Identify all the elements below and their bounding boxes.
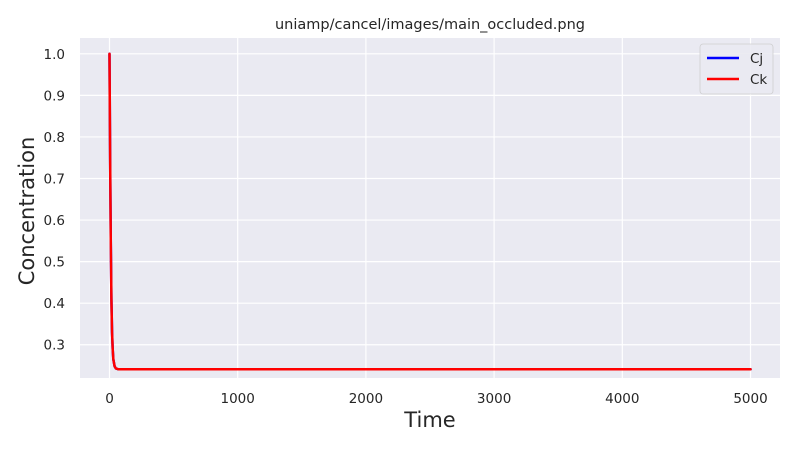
- y-axis-title: Concentration: [15, 137, 39, 286]
- y-tick-label: 0.9: [44, 88, 65, 104]
- y-tick-label: 0.7: [44, 171, 65, 187]
- y-tick-labels: 0.3 0.4 0.5 0.6 0.7 0.8 0.9 1.0: [44, 47, 65, 354]
- grid: [80, 38, 780, 378]
- legend: Cj Ck: [699, 43, 774, 95]
- x-tick-label: 1000: [221, 391, 255, 407]
- plot-area: [80, 38, 780, 378]
- y-tick-label: 0.4: [44, 296, 65, 312]
- x-tick-label: 4000: [605, 391, 639, 407]
- x-tick-labels: 0 1000 2000 3000 4000 5000: [105, 391, 768, 407]
- x-tick-label: 0: [105, 391, 114, 407]
- legend-label-cj: Cj: [750, 51, 763, 67]
- legend-label-ck: Ck: [750, 72, 767, 88]
- x-tick-label: 2000: [349, 391, 383, 407]
- y-tick-label: 0.5: [44, 255, 65, 271]
- x-axis-title: Time: [403, 408, 455, 432]
- y-tick-label: 0.6: [44, 213, 65, 229]
- x-tick-label: 5000: [733, 391, 767, 407]
- chart-title: uniamp/cancel/images/main_occluded.png: [275, 17, 585, 33]
- y-tick-label: 1.0: [44, 47, 65, 63]
- series-lines: [108, 52, 752, 371]
- y-tick-label: 0.8: [44, 130, 65, 146]
- series-line-ck: [108, 52, 752, 371]
- x-tick-label: 3000: [477, 391, 511, 407]
- legend-box: [699, 43, 774, 95]
- y-tick-label: 0.3: [44, 338, 65, 354]
